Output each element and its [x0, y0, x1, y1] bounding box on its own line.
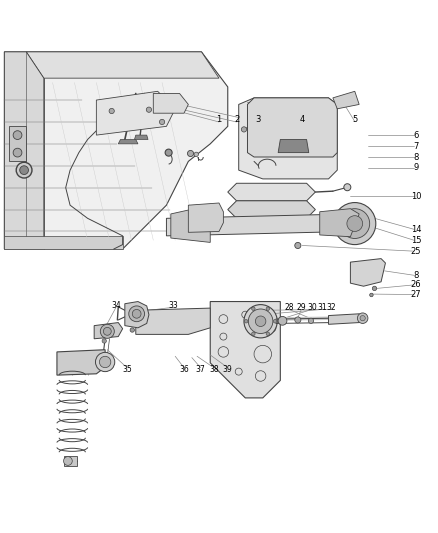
Text: 29: 29 — [297, 303, 306, 312]
Polygon shape — [328, 314, 364, 324]
Polygon shape — [228, 201, 315, 219]
Circle shape — [244, 319, 248, 323]
Circle shape — [295, 243, 301, 248]
Polygon shape — [278, 140, 309, 152]
Text: 36: 36 — [179, 365, 189, 374]
Text: 3: 3 — [256, 115, 261, 124]
Polygon shape — [171, 205, 210, 243]
Circle shape — [103, 327, 111, 335]
Circle shape — [194, 152, 198, 157]
Circle shape — [370, 293, 373, 297]
Circle shape — [334, 203, 376, 245]
Circle shape — [255, 316, 266, 327]
Circle shape — [95, 352, 115, 372]
Polygon shape — [118, 140, 138, 144]
Circle shape — [146, 107, 152, 112]
Circle shape — [99, 356, 111, 368]
Circle shape — [372, 286, 377, 290]
Text: 25: 25 — [411, 247, 421, 256]
Circle shape — [360, 316, 365, 321]
Text: 4: 4 — [300, 115, 305, 124]
Polygon shape — [166, 214, 350, 236]
Text: 39: 39 — [223, 365, 233, 374]
Polygon shape — [9, 126, 26, 161]
Polygon shape — [136, 308, 210, 334]
Text: 15: 15 — [411, 236, 421, 245]
Polygon shape — [4, 236, 123, 249]
Polygon shape — [188, 203, 223, 232]
Text: 10: 10 — [411, 192, 421, 201]
Text: 8: 8 — [413, 271, 419, 280]
Circle shape — [308, 318, 314, 324]
Circle shape — [295, 317, 301, 323]
Text: 9: 9 — [413, 164, 419, 173]
Circle shape — [13, 131, 22, 140]
Text: 8: 8 — [413, 152, 419, 161]
Polygon shape — [64, 456, 77, 466]
Polygon shape — [247, 98, 337, 157]
Circle shape — [102, 339, 106, 343]
Circle shape — [278, 317, 287, 325]
Circle shape — [20, 166, 28, 174]
Circle shape — [129, 306, 145, 322]
Text: 7: 7 — [413, 142, 419, 150]
Polygon shape — [125, 302, 149, 328]
Text: 28: 28 — [284, 303, 294, 312]
Text: 34: 34 — [111, 302, 121, 310]
Circle shape — [266, 307, 269, 311]
Circle shape — [347, 216, 363, 231]
Text: 1: 1 — [216, 115, 222, 124]
Text: 35: 35 — [122, 365, 132, 374]
Circle shape — [251, 332, 255, 335]
Polygon shape — [134, 135, 148, 140]
Circle shape — [109, 108, 114, 114]
Circle shape — [130, 328, 134, 332]
Circle shape — [273, 319, 277, 323]
Text: 14: 14 — [411, 225, 421, 234]
Polygon shape — [350, 259, 385, 286]
Circle shape — [64, 457, 72, 465]
Polygon shape — [57, 350, 105, 375]
Polygon shape — [210, 302, 280, 398]
Text: 27: 27 — [411, 290, 421, 299]
Circle shape — [100, 324, 114, 338]
Circle shape — [159, 119, 165, 125]
Polygon shape — [96, 91, 175, 135]
Text: 32: 32 — [326, 303, 336, 312]
Text: 33: 33 — [168, 302, 178, 310]
Polygon shape — [153, 93, 188, 113]
Polygon shape — [26, 52, 219, 78]
Text: 38: 38 — [209, 365, 219, 374]
Text: 2: 2 — [234, 115, 239, 124]
Circle shape — [132, 310, 141, 318]
Text: 37: 37 — [196, 365, 205, 374]
Circle shape — [340, 209, 370, 238]
Circle shape — [251, 307, 255, 311]
Text: 30: 30 — [307, 303, 317, 312]
Circle shape — [241, 127, 247, 132]
Polygon shape — [4, 52, 44, 249]
Circle shape — [165, 149, 172, 156]
Polygon shape — [4, 52, 228, 249]
Circle shape — [16, 162, 32, 178]
Polygon shape — [94, 322, 123, 339]
Text: 31: 31 — [318, 303, 327, 312]
Circle shape — [344, 184, 351, 191]
Text: 5: 5 — [352, 115, 357, 124]
Text: 6: 6 — [413, 131, 419, 140]
Circle shape — [357, 313, 368, 324]
Polygon shape — [320, 209, 359, 237]
Circle shape — [266, 332, 269, 335]
Circle shape — [244, 304, 277, 338]
Polygon shape — [239, 98, 337, 179]
Circle shape — [187, 150, 194, 157]
Text: 26: 26 — [411, 280, 421, 289]
Polygon shape — [228, 183, 315, 201]
Circle shape — [13, 148, 22, 157]
Circle shape — [248, 309, 273, 334]
Polygon shape — [333, 91, 359, 109]
